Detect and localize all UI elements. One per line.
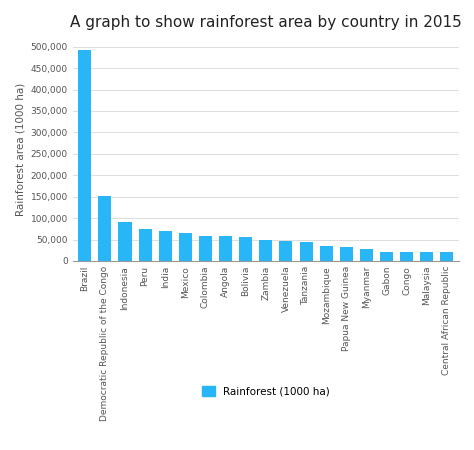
Bar	[279, 241, 292, 261]
Title: A graph to show rainforest area by country in 2015: A graph to show rainforest area by count…	[70, 15, 462, 30]
Bar	[340, 248, 353, 261]
Bar	[360, 248, 373, 261]
Bar	[199, 236, 212, 261]
Bar	[138, 230, 152, 261]
Bar	[319, 246, 333, 261]
Bar	[259, 240, 273, 261]
Bar	[179, 233, 192, 261]
Bar	[400, 252, 413, 261]
Bar	[420, 252, 433, 261]
Bar	[118, 222, 131, 261]
Bar	[239, 238, 252, 261]
Bar	[440, 252, 454, 261]
Bar	[300, 242, 313, 261]
Bar	[78, 50, 91, 261]
Legend: Rainforest (1000 ha): Rainforest (1000 ha)	[198, 382, 334, 400]
Bar	[159, 231, 172, 261]
Bar	[380, 252, 393, 261]
Y-axis label: Rainforest area (1000 ha): Rainforest area (1000 ha)	[15, 83, 25, 216]
Bar	[98, 196, 111, 261]
Bar	[219, 236, 232, 261]
